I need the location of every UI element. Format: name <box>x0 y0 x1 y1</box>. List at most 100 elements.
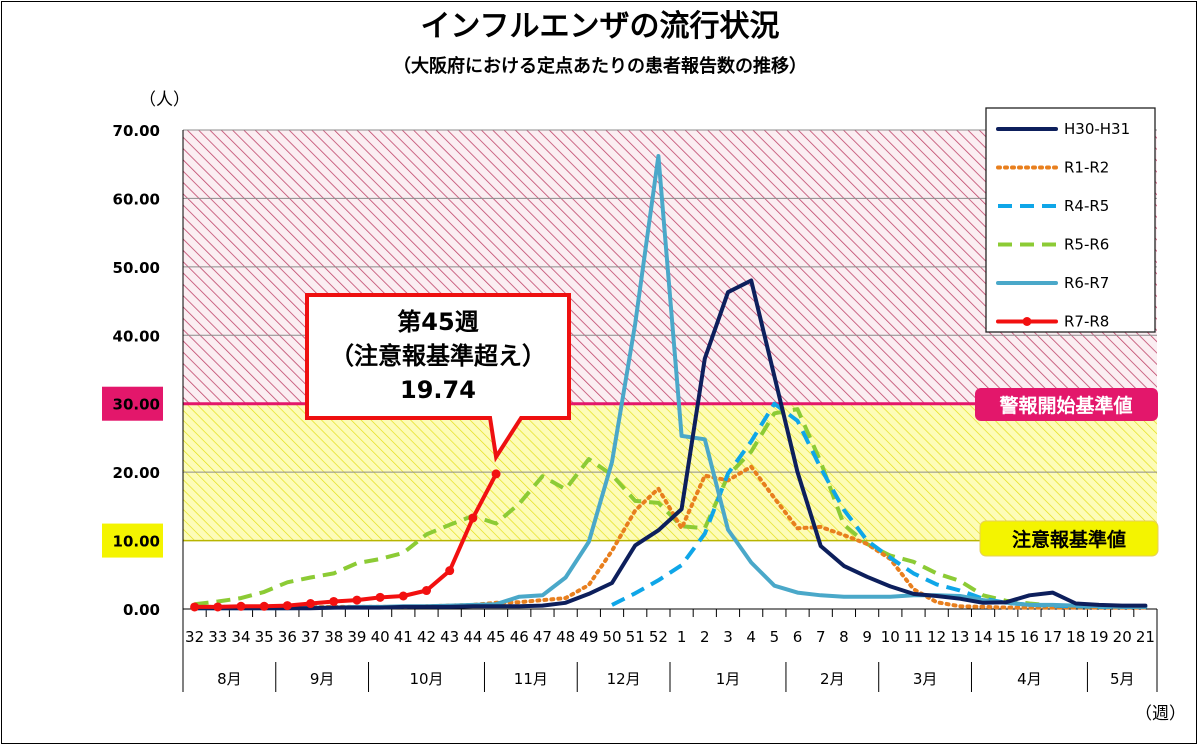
chart-subtitle: （大阪府における定点あたりの患者報告数の推移） <box>393 55 807 77</box>
week-label: 10 <box>881 628 900 646</box>
callout-value: 19.74 <box>400 376 476 404</box>
week-label: 42 <box>417 628 436 646</box>
legend-label: R7-R8 <box>1064 313 1109 331</box>
week-label: 15 <box>997 628 1016 646</box>
series-point-r7-r8 <box>422 586 431 596</box>
week-label: 36 <box>278 628 297 646</box>
month-label: 10月 <box>409 670 443 688</box>
week-label: 37 <box>301 628 320 646</box>
legend-label: R5-R6 <box>1064 236 1109 254</box>
y-tick-label: 70.00 <box>113 122 160 140</box>
month-label: 12月 <box>607 670 641 688</box>
week-label: 39 <box>347 628 366 646</box>
series-lines <box>190 154 1148 612</box>
series-point-r7-r8 <box>213 602 223 612</box>
month-label: 9月 <box>310 670 335 688</box>
month-label: 2月 <box>820 670 845 688</box>
week-label: 45 <box>487 628 506 646</box>
week-label: 5 <box>770 628 780 646</box>
week-label: 3 <box>723 628 733 646</box>
month-label: 4月 <box>1017 670 1042 688</box>
series-point-r7-r8 <box>329 596 339 606</box>
week-label: 44 <box>463 628 482 646</box>
week-label: 17 <box>1043 628 1062 646</box>
callout-note: （注意報基準超え） <box>330 342 546 370</box>
legend: H30-H31 R1-R2 R4-R5 R5-R6 R6-R7 R7-R8 <box>985 107 1156 333</box>
week-label: 33 <box>208 628 227 646</box>
callout-week: 第45週 <box>397 308 478 336</box>
chart-title: インフルエンザの流行状況 <box>420 9 779 44</box>
week-label: 4 <box>746 628 756 646</box>
legend-label: R6-R7 <box>1064 274 1109 292</box>
x-axis: 32 33 34 35 36 37 38 39 40 41 42 43 44 45 46 47 48 49 50 51… <box>182 609 1158 692</box>
series-point-r7-r8 <box>375 592 385 602</box>
week-label: 46 <box>510 628 529 646</box>
week-label: 48 <box>556 628 575 646</box>
week-label: 9 <box>862 628 872 646</box>
caution-level-label: 注意報基準値 <box>1012 528 1126 551</box>
series-point-r7-r8 <box>236 601 246 611</box>
y-tick-label: 30.00 <box>113 396 160 414</box>
week-label: 43 <box>440 628 459 646</box>
week-label: 40 <box>371 628 390 646</box>
warning-level-label: 警報開始基準値 <box>999 394 1132 417</box>
week-label: 21 <box>1136 628 1155 646</box>
week-label: 32 <box>185 628 204 646</box>
y-tick-label: 60.00 <box>113 190 160 208</box>
week-label: 13 <box>950 628 969 646</box>
month-label: 8月 <box>217 670 242 688</box>
week-label: 14 <box>974 628 993 646</box>
series-line-r1-r2 <box>192 464 1148 610</box>
week-label: 38 <box>324 628 343 646</box>
week-label: 20 <box>1113 628 1132 646</box>
y-tick-labels: 0.00 10.00 20.00 30.00 40.00 50.00 60.00 70.00 <box>102 122 163 619</box>
week-label: 41 <box>394 628 413 646</box>
series-point-r7-r8 <box>259 601 269 611</box>
y-tick-label: 10.00 <box>113 533 160 551</box>
series-point-r7-r8 <box>445 566 455 576</box>
month-label: 11月 <box>514 670 548 688</box>
x-axis-label: （週） <box>1135 704 1186 724</box>
y-tick-label: 0.00 <box>123 601 160 619</box>
legend-label: R4-R5 <box>1064 197 1109 215</box>
y-tick-label: 40.00 <box>113 327 160 345</box>
series-point-r7-r8 <box>491 469 501 479</box>
week-label: 35 <box>255 628 274 646</box>
week-label: 49 <box>579 628 598 646</box>
legend-label: R1-R2 <box>1064 159 1109 177</box>
week-label: 2 <box>700 628 710 646</box>
series-line-h30-h31 <box>192 278 1148 611</box>
week-label: 19 <box>1089 628 1108 646</box>
y-axis-label: （人） <box>139 90 190 110</box>
week-label: 6 <box>793 628 803 646</box>
week45-callout: 第45週 （注意報基準超え） 19.74 <box>305 293 571 463</box>
caution-tick-highlight <box>102 523 163 558</box>
legend-label: H30-H31 <box>1064 120 1130 138</box>
week-label: 7 <box>816 628 826 646</box>
week-label: 8 <box>839 628 849 646</box>
week-label: 52 <box>649 628 668 646</box>
week-label: 11 <box>904 628 923 646</box>
month-label: 1月 <box>716 670 741 688</box>
week-label: 47 <box>533 628 552 646</box>
series-point-r7-r8 <box>306 599 316 609</box>
week-label: 34 <box>231 628 250 646</box>
y-tick-label: 20.00 <box>113 464 160 482</box>
series-line-r5-r6 <box>194 407 1146 609</box>
month-label: 5月 <box>1110 670 1135 688</box>
series-point-r7-r8 <box>190 602 200 612</box>
month-label: 3月 <box>913 670 938 688</box>
warning-tick-highlight <box>102 386 163 421</box>
warning-level-badge <box>975 388 1158 421</box>
caution-level-badge <box>979 520 1159 557</box>
week-label: 18 <box>1066 628 1085 646</box>
week-label: 50 <box>602 628 621 646</box>
series-point-r7-r8 <box>282 601 292 611</box>
week-label: 16 <box>1020 628 1039 646</box>
week-label: 51 <box>626 628 645 646</box>
legend-marker <box>1022 317 1032 326</box>
week-label: 12 <box>927 628 946 646</box>
series-point-r7-r8 <box>352 595 362 605</box>
